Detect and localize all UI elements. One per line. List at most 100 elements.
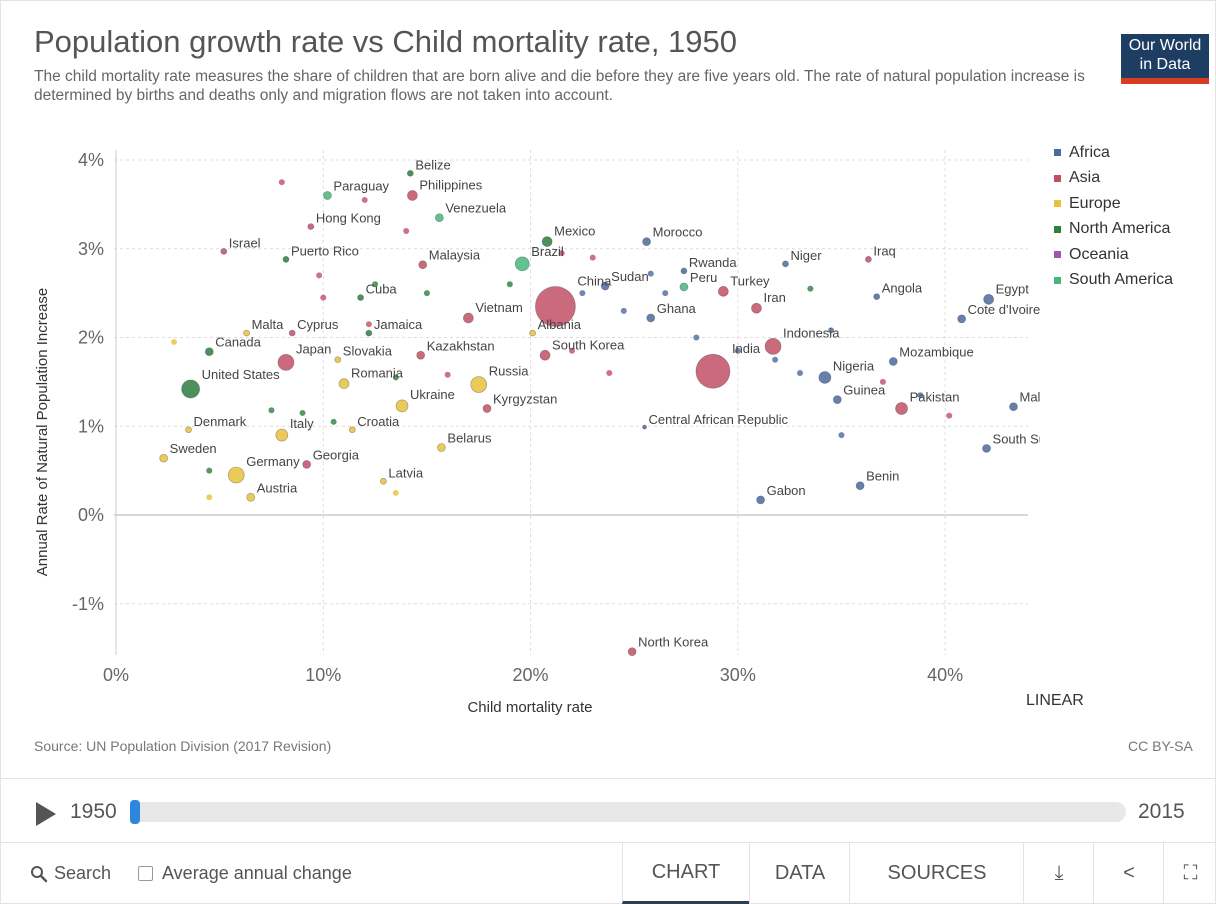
scale-toggle[interactable]: LINEAR xyxy=(1026,692,1084,709)
data-point xyxy=(434,213,444,223)
data-point xyxy=(220,248,228,255)
data-point xyxy=(772,356,779,363)
average-change-checkbox[interactable] xyxy=(138,866,153,881)
data-point xyxy=(330,418,337,425)
tab-chart[interactable]: CHART xyxy=(622,843,749,904)
y-tick-label: 4% xyxy=(78,150,104,170)
point-label: Canada xyxy=(215,335,261,350)
owid-logo[interactable]: Our World in Data xyxy=(1121,34,1209,84)
data-point xyxy=(807,285,814,292)
point-label: Jamaica xyxy=(374,317,423,332)
y-tick-label: 0% xyxy=(78,505,104,525)
legend-item[interactable]: South America xyxy=(1054,268,1173,294)
point-label: Brazil xyxy=(531,244,564,259)
data-point xyxy=(159,453,169,463)
data-point xyxy=(569,347,575,354)
data-point xyxy=(277,354,295,371)
legend-swatch xyxy=(1054,200,1061,208)
point-label: Cote d'Ivoire xyxy=(968,302,1040,317)
legend-item[interactable]: Europe xyxy=(1054,191,1173,217)
download-button[interactable]: ⤓ xyxy=(1023,843,1094,904)
point-label: North Korea xyxy=(638,635,709,650)
legend-item[interactable]: Africa xyxy=(1054,140,1173,166)
point-label: Cyprus xyxy=(297,317,339,332)
data-point xyxy=(206,467,213,474)
point-label: Gabon xyxy=(767,483,806,498)
point-label: Belize xyxy=(415,157,450,172)
source-note[interactable]: Source: UN Population Division (2017 Rev… xyxy=(34,738,332,754)
legend-label: North America xyxy=(1069,220,1171,238)
legend-item[interactable]: Oceania xyxy=(1054,242,1173,268)
point-label: Paraguay xyxy=(333,179,389,194)
fullscreen-button[interactable]: ⛶ xyxy=(1163,843,1216,904)
point-label: Latvia xyxy=(388,465,423,480)
point-label: Belarus xyxy=(447,431,492,446)
data-point xyxy=(838,432,845,439)
data-point xyxy=(275,428,289,442)
tab-sources[interactable]: SOURCES xyxy=(849,843,1024,904)
timeline-start-year: 1950 xyxy=(70,800,117,823)
data-point xyxy=(756,495,765,505)
data-point xyxy=(423,290,430,297)
point-label: Morocco xyxy=(653,225,703,240)
data-point xyxy=(463,312,474,324)
data-point xyxy=(680,267,688,275)
data-point xyxy=(316,272,323,279)
divider xyxy=(0,778,1216,779)
x-tick-label: 0% xyxy=(103,665,129,685)
point-label: Angola xyxy=(882,281,923,296)
divider xyxy=(0,842,1216,843)
data-point xyxy=(334,356,342,364)
fullscreen-icon: ⛶ xyxy=(1183,862,1198,884)
share-button[interactable]: < xyxy=(1093,843,1164,904)
legend-item[interactable]: Asia xyxy=(1054,166,1173,192)
license-note[interactable]: CC BY-SA xyxy=(1128,738,1193,754)
data-point xyxy=(764,338,782,355)
average-change-toggle[interactable]: Average annual change xyxy=(138,863,352,884)
data-point xyxy=(365,329,373,337)
data-point xyxy=(751,302,762,314)
data-point xyxy=(246,492,256,502)
data-point xyxy=(717,286,729,297)
download-icon: ⤓ xyxy=(1054,862,1064,884)
data-point xyxy=(983,293,994,305)
data-point xyxy=(171,338,178,345)
data-point xyxy=(227,466,245,484)
legend-item[interactable]: North America xyxy=(1054,217,1173,243)
y-tick-label: 2% xyxy=(78,328,104,348)
point-label: China xyxy=(577,273,612,288)
data-point xyxy=(818,371,832,384)
legend-label: Oceania xyxy=(1069,245,1129,263)
data-point xyxy=(642,424,647,430)
data-point xyxy=(695,353,731,389)
data-point xyxy=(558,250,565,257)
labels-layer: Belize Paraguay Philippines Venezuela Hong K… xyxy=(170,157,1040,649)
point-label: Georgia xyxy=(313,447,360,462)
timeline-handle[interactable] xyxy=(130,800,140,824)
tab-data[interactable]: DATA xyxy=(749,843,850,904)
point-label: Albania xyxy=(538,317,582,332)
data-point xyxy=(392,374,399,381)
data-point xyxy=(288,329,296,337)
point-label: Kyrgyzstan xyxy=(493,392,557,407)
data-point xyxy=(917,392,924,399)
data-point xyxy=(395,399,409,413)
point-label: Turkey xyxy=(730,273,770,288)
data-point xyxy=(243,329,250,337)
point-label: Iran xyxy=(763,290,785,305)
axis-layer: 4% 3% 2% 1% 0% -1% 0% 10% 20% 30% 40% Child mortali… xyxy=(34,150,963,716)
search-control[interactable]: Search xyxy=(30,863,111,884)
data-point xyxy=(357,294,364,301)
data-point xyxy=(693,334,700,341)
point-label: Germany xyxy=(246,454,300,469)
point-label: Cuba xyxy=(366,282,398,297)
legend-label: Europe xyxy=(1069,194,1121,212)
point-label: Mozambique xyxy=(899,344,973,359)
search-label: Search xyxy=(54,863,112,883)
timeline-track[interactable] xyxy=(130,802,1126,822)
point-label: Romania xyxy=(351,366,404,381)
point-label: Ukraine xyxy=(410,387,455,402)
point-label: Vietnam xyxy=(475,300,522,315)
point-label: India xyxy=(732,341,761,356)
play-icon[interactable] xyxy=(36,802,56,826)
